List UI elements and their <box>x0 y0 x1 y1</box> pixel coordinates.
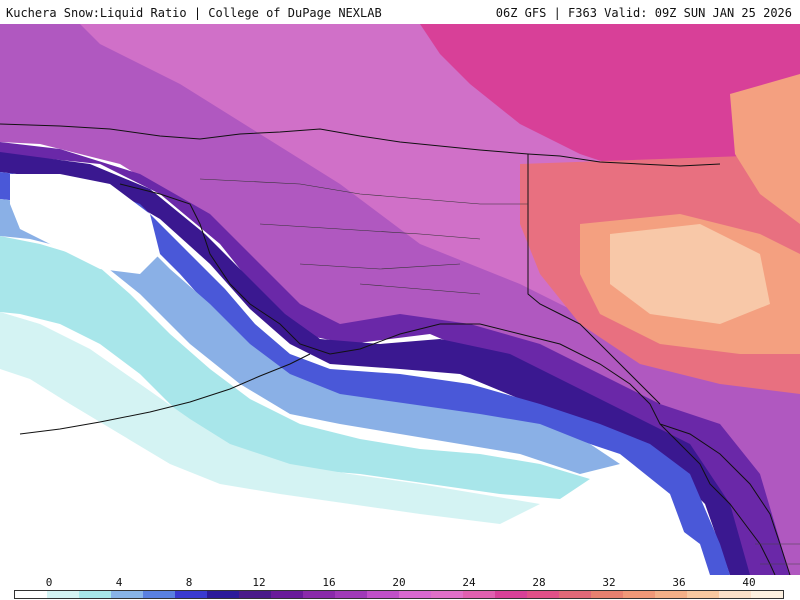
legend-tick-label: 32 <box>602 576 616 589</box>
product-title: Kuchera Snow:Liquid Ratio | College of D… <box>6 6 382 20</box>
us-states <box>755 543 800 565</box>
legend-swatch <box>751 591 783 598</box>
model-run-info: 06Z GFS | F363 Valid: 09Z SUN JAN 25 202… <box>495 6 792 20</box>
map-header: Kuchera Snow:Liquid Ratio | College of D… <box>0 0 800 24</box>
legend-swatch <box>111 591 143 598</box>
snow-ratio-map[interactable] <box>0 24 800 575</box>
map-canvas <box>0 24 800 575</box>
field-no-snow <box>0 369 710 575</box>
legend-tick-label: 8 <box>185 576 193 589</box>
legend-swatch <box>495 591 527 598</box>
legend-colorbar <box>14 590 784 599</box>
legend-swatch <box>271 591 303 598</box>
legend-tick-label: 12 <box>252 576 266 589</box>
aleutian-islands <box>19 353 311 435</box>
field-light-peach <box>610 224 770 324</box>
legend-tick-label: 4 <box>115 576 123 589</box>
alaska-coastline <box>0 123 791 575</box>
legend-swatch <box>79 591 111 598</box>
legend-swatch <box>399 591 431 598</box>
field-bering-white <box>10 174 160 274</box>
legend-swatch <box>655 591 687 598</box>
field-cyan <box>0 236 590 499</box>
legend-swatch <box>591 591 623 598</box>
legend-swatch <box>207 591 239 598</box>
color-legend: 0 4 8 12 16 20 24 28 32 36 40 <box>0 575 800 600</box>
legend-swatch <box>15 591 47 598</box>
legend-swatch <box>687 591 719 598</box>
legend-swatch <box>527 591 559 598</box>
field-light-cyan <box>0 312 540 524</box>
legend-tick-label: 24 <box>462 576 476 589</box>
field-blue <box>0 172 730 575</box>
field-deep-purple <box>0 152 750 575</box>
legend-tick-label: 20 <box>392 576 406 589</box>
legend-tick-label: 16 <box>322 576 336 589</box>
legend-swatch <box>463 591 495 598</box>
field-upper-right-peach <box>730 74 800 224</box>
interior-boundaries <box>199 178 528 295</box>
legend-swatch <box>175 591 207 598</box>
legend-swatch <box>47 591 79 598</box>
legend-ticks: 0 4 8 12 16 20 24 28 32 36 40 <box>0 575 800 589</box>
alaska-canada-border <box>527 154 661 405</box>
legend-swatch <box>143 591 175 598</box>
bc-coastline <box>659 423 776 575</box>
legend-tick-label: 36 <box>672 576 686 589</box>
legend-swatch <box>719 591 751 598</box>
legend-swatch <box>623 591 655 598</box>
legend-swatch <box>335 591 367 598</box>
field-light-blue <box>0 199 620 474</box>
legend-swatch <box>431 591 463 598</box>
legend-tick-label: 0 <box>45 576 53 589</box>
legend-tick-label: 28 <box>532 576 546 589</box>
legend-swatch <box>559 591 591 598</box>
legend-swatch <box>303 591 335 598</box>
legend-tick-label: 40 <box>742 576 756 589</box>
legend-swatch <box>367 591 399 598</box>
legend-swatch <box>239 591 271 598</box>
